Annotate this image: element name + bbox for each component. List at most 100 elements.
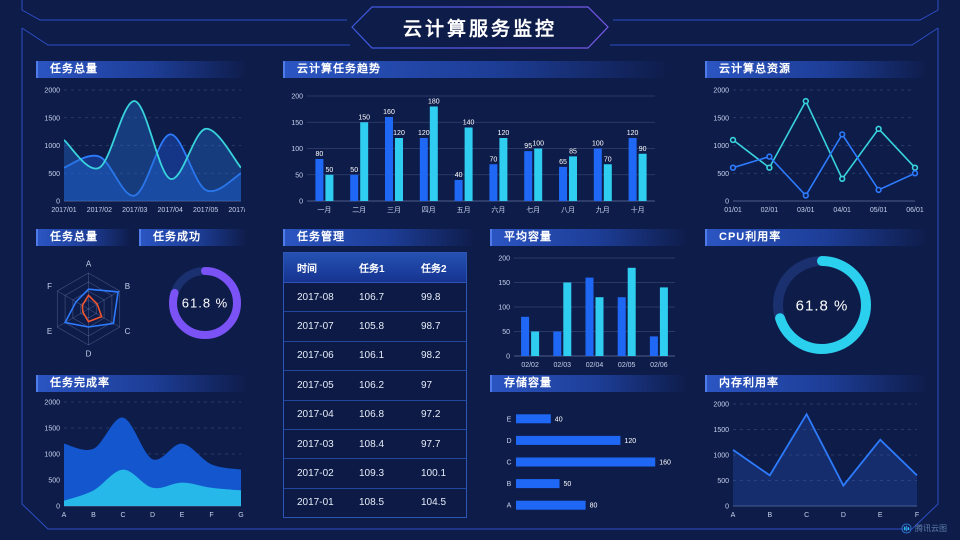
panel-header-task-success: 任务成功 xyxy=(139,229,245,246)
task-completion-area-chart: 0 500 1000 1500 2000 A B C D E F G xyxy=(36,394,245,520)
svg-text:80: 80 xyxy=(590,503,598,510)
svg-text:1500: 1500 xyxy=(713,427,729,434)
svg-text:2017/05: 2017/05 xyxy=(193,207,218,214)
svg-text:三月: 三月 xyxy=(387,206,401,214)
svg-text:1000: 1000 xyxy=(44,143,60,150)
svg-text:1500: 1500 xyxy=(44,426,60,433)
svg-text:B: B xyxy=(507,481,512,488)
watermark-text: 腾讯云图 xyxy=(915,524,947,533)
svg-text:100: 100 xyxy=(532,141,544,148)
svg-text:05/01: 05/01 xyxy=(870,207,888,214)
svg-text:2017/03: 2017/03 xyxy=(122,207,147,214)
svg-text:八月: 八月 xyxy=(561,206,575,214)
svg-text:A: A xyxy=(731,512,736,519)
svg-text:500: 500 xyxy=(48,171,60,178)
svg-text:D: D xyxy=(150,512,155,519)
svg-text:2000: 2000 xyxy=(713,88,729,95)
svg-text:2017/04: 2017/04 xyxy=(158,207,183,214)
panel-header-task-total: 任务总量 xyxy=(36,61,245,78)
svg-text:02/01: 02/01 xyxy=(761,207,779,214)
svg-text:500: 500 xyxy=(48,478,60,485)
svg-text:61.8 %: 61.8 % xyxy=(182,296,228,311)
svg-text:G: G xyxy=(238,512,243,519)
svg-text:F: F xyxy=(915,512,919,519)
svg-text:85: 85 xyxy=(569,148,577,155)
svg-text:120: 120 xyxy=(624,438,636,445)
svg-text:2017/02: 2017/02 xyxy=(87,207,112,214)
svg-text:E: E xyxy=(507,416,512,423)
svg-text:1500: 1500 xyxy=(44,115,60,122)
svg-text:七月: 七月 xyxy=(526,205,540,214)
svg-text:1000: 1000 xyxy=(713,453,729,460)
svg-text:180: 180 xyxy=(428,99,440,106)
cpu-usage-gauge: 61.8 % xyxy=(705,248,925,370)
svg-text:100: 100 xyxy=(592,141,604,148)
svg-text:04/01: 04/01 xyxy=(833,207,851,214)
svg-text:90: 90 xyxy=(639,146,647,153)
svg-text:40: 40 xyxy=(455,172,463,179)
svg-text:五月: 五月 xyxy=(457,206,471,214)
svg-text:80: 80 xyxy=(316,151,324,158)
svg-text:六月: 六月 xyxy=(491,205,505,214)
svg-text:150: 150 xyxy=(291,120,303,127)
svg-text:2017/06: 2017/06 xyxy=(228,207,245,214)
svg-text:2000: 2000 xyxy=(44,88,60,95)
panel-header-cloud-resource: 云计算总资源 xyxy=(705,61,925,78)
svg-text:50: 50 xyxy=(564,481,572,488)
panel-header-memory-usage: 内存利用率 xyxy=(705,375,925,392)
svg-text:61.8 %: 61.8 % xyxy=(796,297,849,314)
svg-text:160: 160 xyxy=(383,109,395,116)
svg-text:02/03: 02/03 xyxy=(554,362,572,369)
svg-text:1000: 1000 xyxy=(44,452,60,459)
svg-text:D: D xyxy=(86,350,92,359)
svg-text:120: 120 xyxy=(627,130,639,137)
svg-text:0: 0 xyxy=(56,504,60,511)
svg-text:150: 150 xyxy=(358,114,370,121)
svg-text:F: F xyxy=(47,282,52,291)
svg-text:C: C xyxy=(804,512,809,519)
svg-text:0: 0 xyxy=(299,199,303,206)
svg-text:0: 0 xyxy=(56,199,60,206)
svg-text:0: 0 xyxy=(725,504,729,511)
svg-text:100: 100 xyxy=(498,305,510,312)
cloud-resource-line-chart: 0 500 1000 1500 2000 01/01 02/01 03/01 04/01 05/0… xyxy=(705,80,925,215)
svg-text:2017/01: 2017/01 xyxy=(51,207,76,214)
task-trend-bar-chart: 0 50 100 150 200 一月 二月 三月 四月 五月 六月 七月 八月 九月 十月 80 50 160 1… xyxy=(283,80,665,215)
svg-text:03/01: 03/01 xyxy=(797,207,815,214)
svg-text:200: 200 xyxy=(498,256,510,263)
svg-text:06/01: 06/01 xyxy=(906,207,924,214)
panel-header-task-trend: 云计算任务趋势 xyxy=(283,61,665,78)
svg-text:C: C xyxy=(506,460,511,467)
svg-text:500: 500 xyxy=(717,171,729,178)
svg-text:100: 100 xyxy=(291,146,303,153)
svg-text:500: 500 xyxy=(717,478,729,485)
storage-hbar-chart: E 40 D 120 C 160 B 50 A 80 xyxy=(490,394,685,520)
svg-text:65: 65 xyxy=(559,159,567,166)
svg-text:150: 150 xyxy=(498,280,510,287)
svg-text:C: C xyxy=(120,512,125,519)
svg-text:1000: 1000 xyxy=(713,143,729,150)
panel-header-storage: 存储容量 xyxy=(490,375,685,392)
svg-text:50: 50 xyxy=(350,167,358,174)
svg-text:50: 50 xyxy=(502,329,510,336)
svg-text:2000: 2000 xyxy=(713,402,729,409)
svg-text:九月: 九月 xyxy=(596,205,610,214)
task-total-radar-chart: A B C D E F xyxy=(36,248,141,366)
svg-text:120: 120 xyxy=(418,130,430,137)
svg-text:1500: 1500 xyxy=(713,115,729,122)
svg-text:D: D xyxy=(506,438,511,445)
svg-text:70: 70 xyxy=(490,156,498,163)
svg-text:A: A xyxy=(507,503,512,510)
watermark: 腾讯云图 xyxy=(901,523,947,534)
svg-text:一月: 一月 xyxy=(317,206,331,214)
svg-text:140: 140 xyxy=(463,120,475,127)
svg-text:50: 50 xyxy=(326,167,334,174)
svg-text:02/06: 02/06 xyxy=(650,362,668,369)
svg-text:40: 40 xyxy=(555,416,563,423)
svg-text:四月: 四月 xyxy=(422,206,436,214)
panel-header-task-completion: 任务完成率 xyxy=(36,375,245,392)
svg-text:A: A xyxy=(86,260,92,269)
svg-text:02/05: 02/05 xyxy=(618,362,636,369)
svg-text:二月: 二月 xyxy=(352,206,366,214)
svg-text:02/04: 02/04 xyxy=(586,362,604,369)
